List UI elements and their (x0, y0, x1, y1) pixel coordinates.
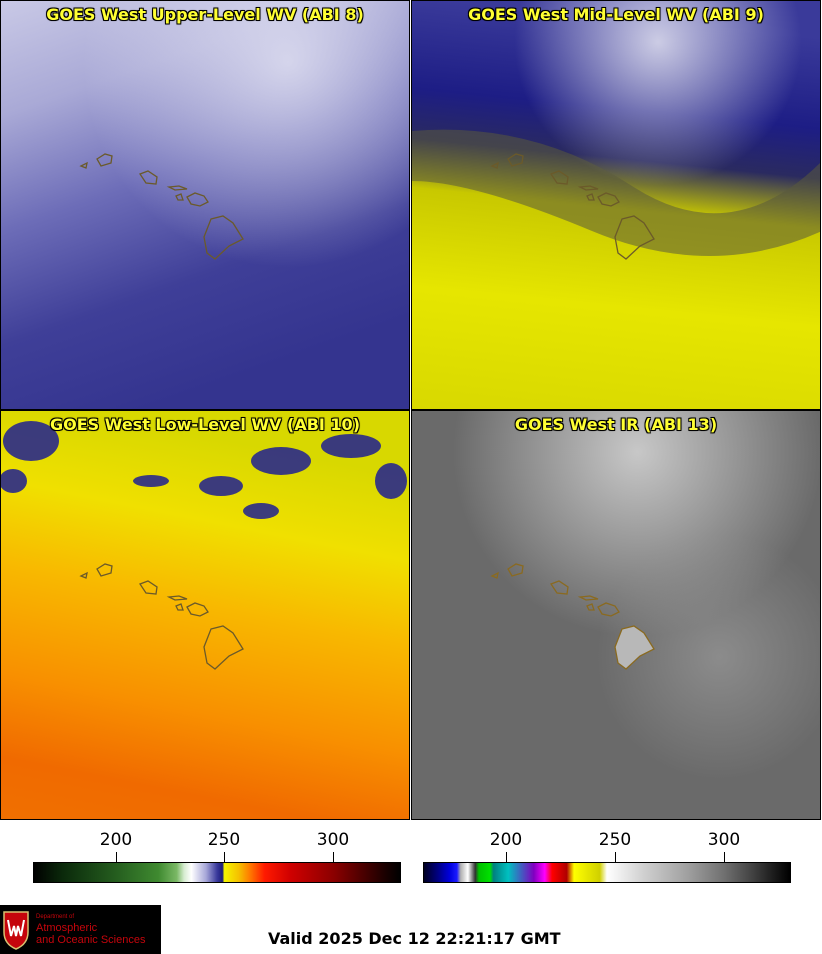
colorbar-tick (116, 852, 117, 862)
upper-level-wv-panel: GOES West Upper-Level WV (ABI 8) (0, 0, 410, 410)
colorbar-tick (506, 852, 507, 862)
low-level-wv-panel: GOES West Low-Level WV (ABI 10) (0, 410, 410, 820)
colorbar-tick-label: 200 (99, 830, 133, 850)
panel-title: GOES West IR (ABI 13) (514, 415, 718, 434)
panel-title: GOES West Low-Level WV (ABI 10) (49, 415, 360, 434)
wv-colorbar: 200 250 300 (33, 828, 403, 888)
colorbar-tick (615, 852, 616, 862)
logo-dept-text: Department of (36, 914, 75, 920)
colorbar-tick-label: 200 (489, 830, 523, 850)
colorbar-tick (724, 852, 725, 862)
upper-level-wv-image (1, 1, 409, 409)
hawaii-coastline (79, 153, 244, 260)
panel-title: GOES West Mid-Level WV (ABI 9) (468, 5, 764, 24)
colorbar-tick-label: 300 (707, 830, 741, 850)
hawaii-coastline (490, 153, 655, 260)
panel-title: GOES West Upper-Level WV (ABI 8) (46, 5, 364, 24)
mid-level-wv-panel: GOES West Mid-Level WV (ABI 9) (411, 0, 821, 410)
mid-level-wv-image (412, 1, 820, 409)
colorbar-tick (333, 852, 334, 862)
ir-panel: GOES West IR (ABI 13) (411, 410, 821, 820)
wv-color-ramp (33, 862, 401, 883)
ir-image (412, 411, 820, 819)
colorbar-tick-label: 300 (316, 830, 350, 850)
colorbar-tick-label: 250 (207, 830, 241, 850)
colorbar-tick (224, 852, 225, 862)
valid-time-label: Valid 2025 Dec 12 22:21:17 GMT (268, 929, 561, 948)
ir-color-ramp (423, 862, 791, 883)
logo-name-line2: and Oceanic Sciences (36, 934, 146, 946)
cloud-patches (1, 421, 407, 519)
uw-aos-logo[interactable]: Department of Atmospheric and Oceanic Sc… (0, 905, 161, 954)
logo-name-line1: Atmospheric (36, 922, 98, 934)
colorbar-tick-label: 250 (598, 830, 632, 850)
low-level-wv-image (1, 411, 409, 819)
hawaii-coastline (490, 563, 655, 670)
uw-crest-icon (3, 911, 29, 950)
hawaii-coastline (79, 563, 244, 670)
ir-colorbar: 200 250 300 (423, 828, 793, 888)
